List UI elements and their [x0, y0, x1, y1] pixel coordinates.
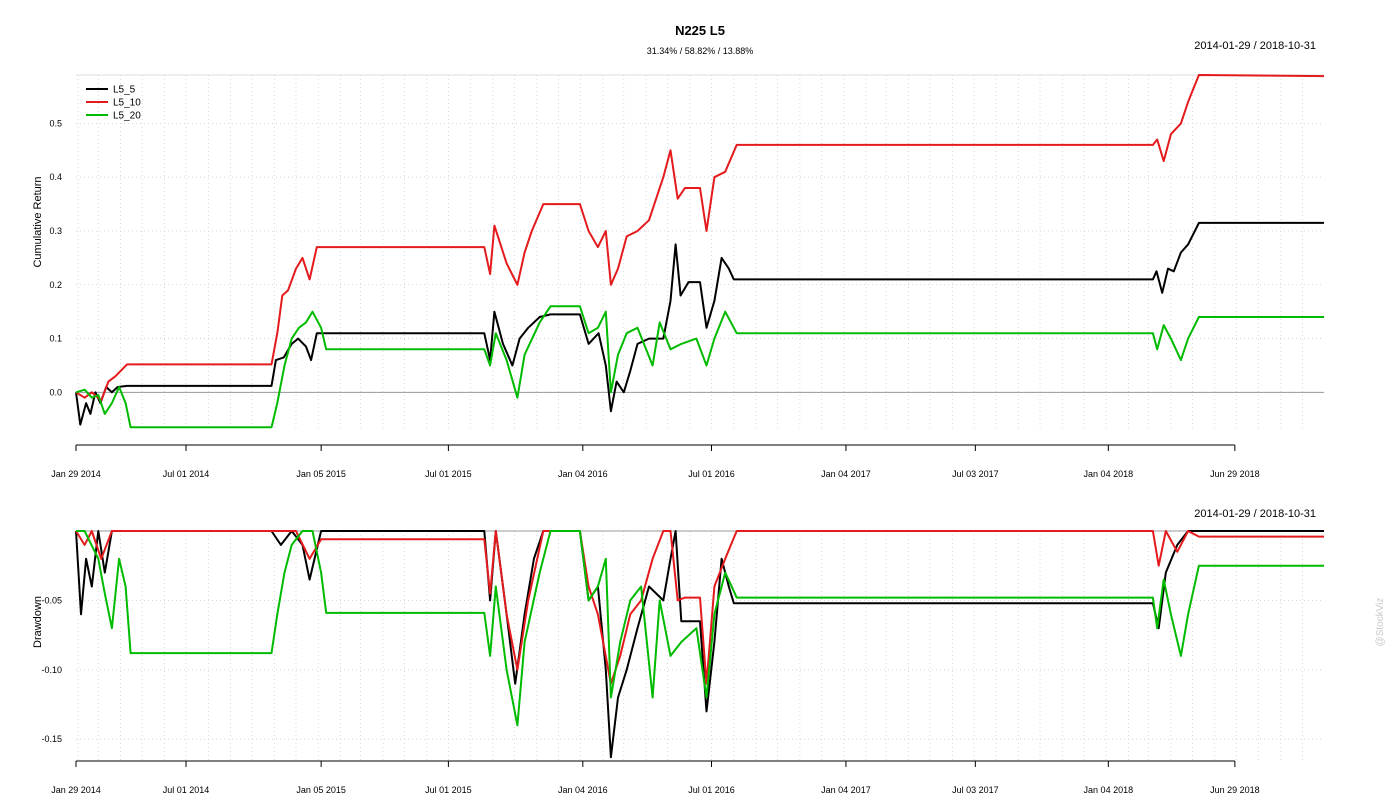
bottom-x-tick-label: Jan 05 2015	[296, 785, 346, 795]
bottom-x-tick-label: Jan 04 2016	[558, 785, 608, 795]
top-series-line-l5-10	[75, 74, 1325, 402]
bottom-x-tick-label: Jul 01 2015	[425, 785, 472, 795]
bottom-series-line-l5-10	[75, 530, 1324, 685]
bottom-y-tick-label: -0.10	[41, 665, 62, 675]
bottom-series-line-l5-5	[75, 530, 1324, 759]
bottom-x-tick-label: Jan 29 2014	[51, 785, 101, 795]
bottom-series-line-l5-20	[76, 530, 1324, 727]
top-series-line-l5-5	[75, 221, 1324, 426]
legend-entry: L5_5	[113, 85, 136, 96]
top-x-tick-label: Jun 29 2018	[1210, 469, 1260, 479]
top-x-tick-label: Jul 01 2015	[425, 469, 472, 479]
top-y-tick-label: 0.4	[49, 172, 62, 182]
top-date-range: 2014-01-29 / 2018-10-31	[1194, 40, 1316, 52]
top-x-tick-label: Jan 04 2016	[558, 469, 608, 479]
bottom-x-tick-label: Jul 01 2016	[688, 785, 735, 795]
bottom-x-tick-label: Jul 01 2014	[163, 785, 210, 795]
bottom-series-group	[75, 530, 1324, 759]
bottom-y-axis-label: Drawdown	[32, 596, 44, 648]
chart-title: N225 L5	[675, 23, 725, 38]
cumulative-return-panel: 2014-01-29 / 2018-10-31 Cumulative Retur…	[32, 40, 1325, 479]
top-x-tick-label: Jul 03 2017	[952, 469, 999, 479]
top-series-group	[75, 74, 1325, 429]
top-x-tick-label: Jul 01 2014	[163, 469, 210, 479]
legend-entry: L5_20	[113, 111, 141, 122]
bottom-x-tick-label: Jan 04 2018	[1084, 785, 1134, 795]
bottom-grid	[76, 530, 1324, 760]
legend-entry: L5_10	[113, 98, 141, 109]
drawdown-panel: 2014-01-29 / 2018-10-31 Drawdown -0.15 -0…	[32, 508, 1324, 795]
top-series-line-l5-20	[75, 305, 1324, 429]
top-y-tick-label: 0.5	[49, 118, 62, 128]
chart-subtitle: 31.34% / 58.82% / 13.88%	[647, 46, 754, 56]
top-grid	[76, 74, 1324, 430]
top-y-tick-label: 0.2	[49, 280, 62, 290]
watermark: @StockViz	[1375, 598, 1386, 647]
top-x-tick-label: Jan 04 2018	[1084, 469, 1134, 479]
top-x-tick-label: Jan 04 2017	[821, 469, 871, 479]
bottom-x-tick-label: Jun 29 2018	[1210, 785, 1260, 795]
top-y-tick-label: 0.3	[49, 226, 62, 236]
bottom-x-tick-label: Jan 04 2017	[821, 785, 871, 795]
bottom-y-tick-label: -0.05	[41, 595, 62, 605]
top-y-tick-label: 0.1	[49, 334, 62, 344]
bottom-y-tick-label: -0.15	[41, 734, 62, 744]
bottom-x-tick-label: Jul 03 2017	[952, 785, 999, 795]
top-y-tick-label: 0.0	[49, 387, 62, 397]
legend: L5_5 L5_10 L5_20	[86, 85, 141, 122]
top-x-tick-label: Jan 29 2014	[51, 469, 101, 479]
top-y-axis-label: Cumulative Return	[32, 176, 44, 267]
bottom-date-range: 2014-01-29 / 2018-10-31	[1194, 508, 1316, 520]
top-x-tick-label: Jan 05 2015	[296, 469, 346, 479]
top-x-tick-label: Jul 01 2016	[688, 469, 735, 479]
